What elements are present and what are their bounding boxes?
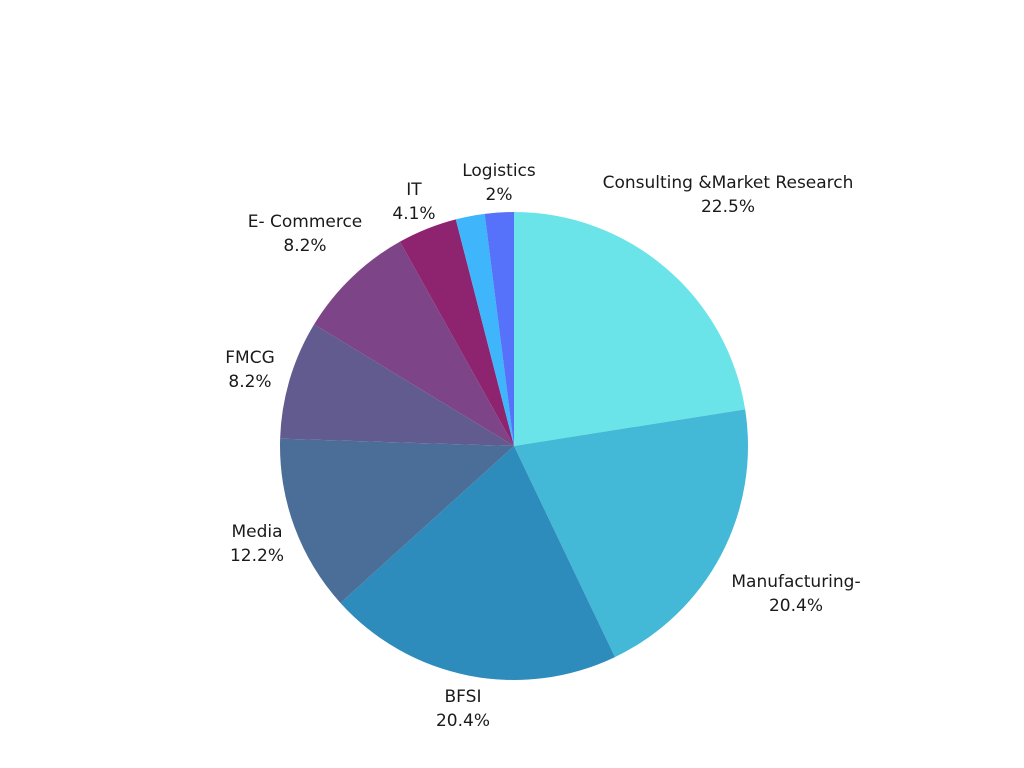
pie-slices <box>280 212 749 681</box>
slice-label: FMCG <box>225 348 275 368</box>
pie-slice-fmcg <box>280 324 514 446</box>
pie-slice-e-commerce <box>314 241 514 446</box>
slice-label: Consulting &Market Research <box>603 173 854 193</box>
slice-value-label: 8.2% <box>283 236 326 256</box>
pie-slice-unlabeled <box>484 212 514 446</box>
slice-value-label: 20.4% <box>436 711 490 731</box>
slice-value-label: 12.2% <box>230 546 284 566</box>
pie-slice-consulting-market-research <box>514 212 746 446</box>
pie-slice-media <box>280 438 514 603</box>
slice-value-label: 8.2% <box>228 372 271 392</box>
slice-label: E- Commerce <box>248 212 363 232</box>
pie-slice-bfsi <box>340 446 615 681</box>
slice-value-label: 4.1% <box>392 204 435 224</box>
slice-label: Manufacturing- <box>731 572 860 592</box>
slice-value-label: 20.4% <box>769 596 823 616</box>
slice-value-label: 22.5% <box>701 197 755 217</box>
slice-value-label: 2% <box>486 185 513 205</box>
slice-label: BFSI <box>445 687 482 707</box>
slice-label: Logistics <box>462 161 536 181</box>
slice-label: IT <box>406 180 422 200</box>
pie-slice-manufacturing <box>514 409 749 658</box>
pie-labels: Consulting &Market Research 22.5% Manufact… <box>225 161 860 731</box>
pie-slice-logistics <box>455 213 514 446</box>
pie-slice-it <box>399 219 514 446</box>
slice-label: Media <box>231 522 282 542</box>
